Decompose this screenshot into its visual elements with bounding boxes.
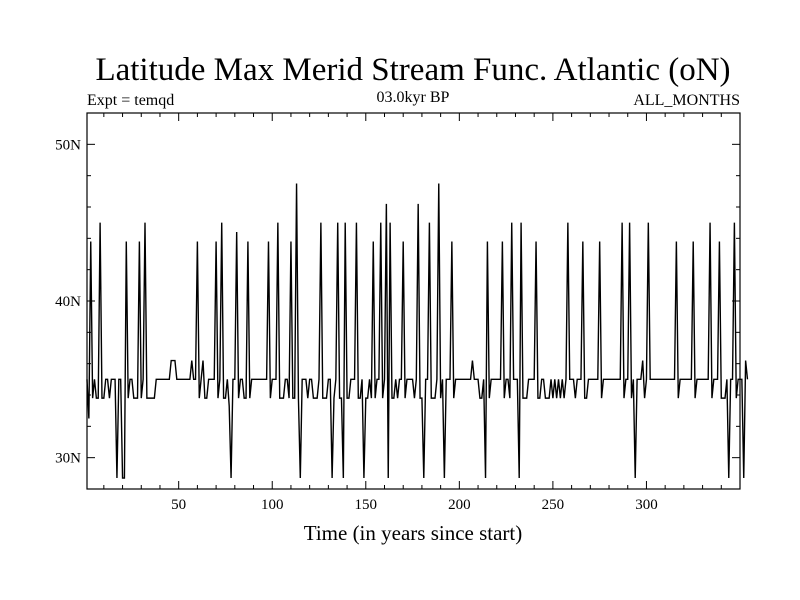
x-tick-label: 100 (261, 497, 284, 513)
y-tick-label: 40N (55, 294, 81, 310)
x-axis-label: Time (in years since start) (304, 521, 523, 545)
plot-area: 50 100 150 200 250 300 30N 40N 50N (55, 112, 749, 513)
plot-frame (86, 112, 741, 490)
x-tick-label: 250 (542, 497, 565, 513)
series-line (86, 183, 749, 479)
y-tick-label: 30N (55, 451, 81, 467)
x-tick-label: 300 (635, 497, 658, 513)
x-tick-label: 200 (448, 497, 471, 513)
chart-title: Latitude Max Merid Stream Func. Atlantic… (95, 52, 730, 88)
x-tick-label: 50 (171, 497, 186, 513)
y-tick-label: 50N (55, 137, 81, 153)
x-tick-label: 150 (355, 497, 378, 513)
period-label: 03.0kyr BP (377, 89, 450, 106)
months-label: ALL_MONTHS (633, 92, 740, 109)
experiment-label: Expt = temqd (87, 92, 174, 109)
